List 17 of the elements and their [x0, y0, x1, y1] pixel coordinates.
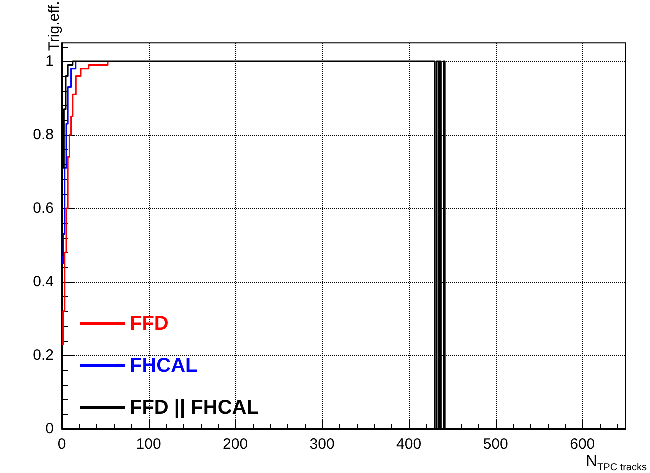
y-tick-label: 1 — [46, 53, 54, 70]
legend-label: FFD — [130, 313, 169, 335]
legend-label: FHCAL — [130, 355, 198, 377]
x-tick-label: 200 — [223, 436, 248, 453]
x-tick-label: 0 — [58, 436, 66, 453]
x-tick-label: 400 — [396, 436, 422, 453]
y-tick-label: 0.6 — [33, 200, 54, 218]
x-tick-label: 100 — [136, 436, 162, 453]
x-tick-label: 300 — [310, 436, 335, 453]
y-tick-label: 0.8 — [33, 126, 54, 144]
x-tick-label: 500 — [483, 436, 508, 453]
y-tick-label: 0 — [46, 420, 54, 438]
y-tick-label: 0.2 — [33, 347, 54, 364]
y-tick-label: 0.4 — [33, 274, 54, 291]
y-axis-title: Trig.eff. — [46, 1, 63, 52]
legend-label: FFD || FHCAL — [130, 397, 259, 419]
x-tick-label: 600 — [570, 436, 596, 453]
